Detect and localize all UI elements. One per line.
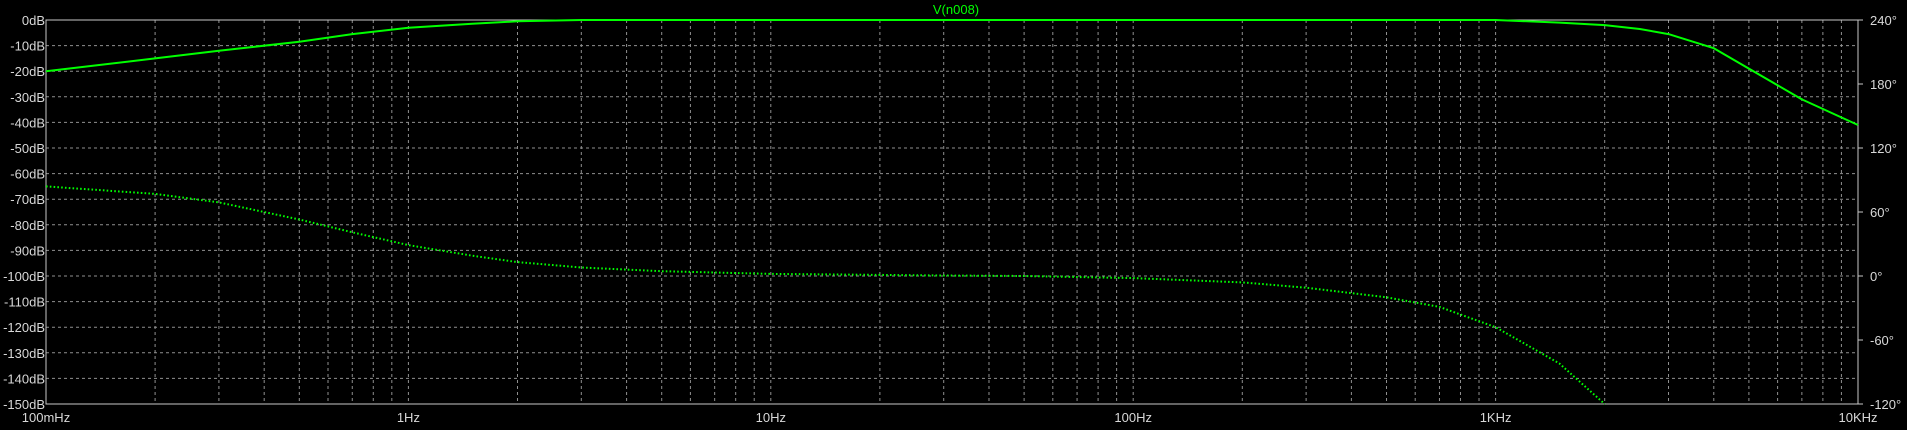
y-left-tick-label: -30dB: [10, 90, 45, 105]
x-tick-label: 100mHz: [22, 410, 70, 425]
y-right-tick-label: -60°: [1870, 333, 1894, 348]
x-tick-label: 10KHz: [1838, 410, 1877, 425]
y-right-tick-label: 60°: [1870, 205, 1890, 220]
x-axis-tick-labels: 100mHz 1Hz 10Hz 100Hz 1KHz 10KHz: [22, 410, 1878, 425]
x-tick-label: 1Hz: [397, 410, 420, 425]
y-left-tick-label: -130dB: [3, 346, 45, 361]
y-left-tick-label: -70dB: [10, 192, 45, 207]
y-left-tick-label: -120dB: [3, 320, 45, 335]
y-right-tick-label: 240°: [1870, 13, 1897, 28]
y-left-tick-label: -10dB: [10, 39, 45, 54]
y-left-tick-label: -60dB: [10, 167, 45, 182]
y-right-tick-label: 180°: [1870, 77, 1897, 92]
y-left-tick-label: -140dB: [3, 371, 45, 386]
y-left-tick-label: -150dB: [3, 397, 45, 412]
y-left-tick-label: -80dB: [10, 218, 45, 233]
x-tick-label: 1KHz: [1480, 410, 1512, 425]
y-right-tick-label: 120°: [1870, 141, 1897, 156]
y-left-tick-label: -90dB: [10, 243, 45, 258]
y-left-axis-tick-labels: 0dB -10dB -20dB -30dB -40dB -50dB -60dB -70dB -8…: [3, 13, 45, 412]
y-left-tick-label: -40dB: [10, 115, 45, 130]
y-right-axis-tick-labels: 240° 180° 120° 60° 0° -60° -120°: [1858, 13, 1901, 412]
magnitude-trace: [45, 19, 1859, 126]
y-left-tick-label: -20dB: [10, 64, 45, 79]
grid-lines: [45, 19, 1858, 405]
trace-title-v-n008[interactable]: V(n008): [933, 2, 979, 17]
y-left-tick-label: -100dB: [3, 269, 45, 284]
y-left-tick-label: -50dB: [10, 141, 45, 156]
phase-trace: [45, 185, 1606, 405]
y-left-tick-label: -110dB: [4, 295, 45, 310]
x-tick-label: 100Hz: [1114, 410, 1152, 425]
traces: [45, 19, 1859, 405]
y-right-tick-label: 0°: [1870, 269, 1882, 284]
plot-frame: [45, 19, 1859, 405]
y-right-tick-label: -120°: [1870, 397, 1901, 412]
y-left-tick-label: 0dB: [22, 13, 45, 28]
x-tick-label: 10Hz: [756, 410, 786, 425]
